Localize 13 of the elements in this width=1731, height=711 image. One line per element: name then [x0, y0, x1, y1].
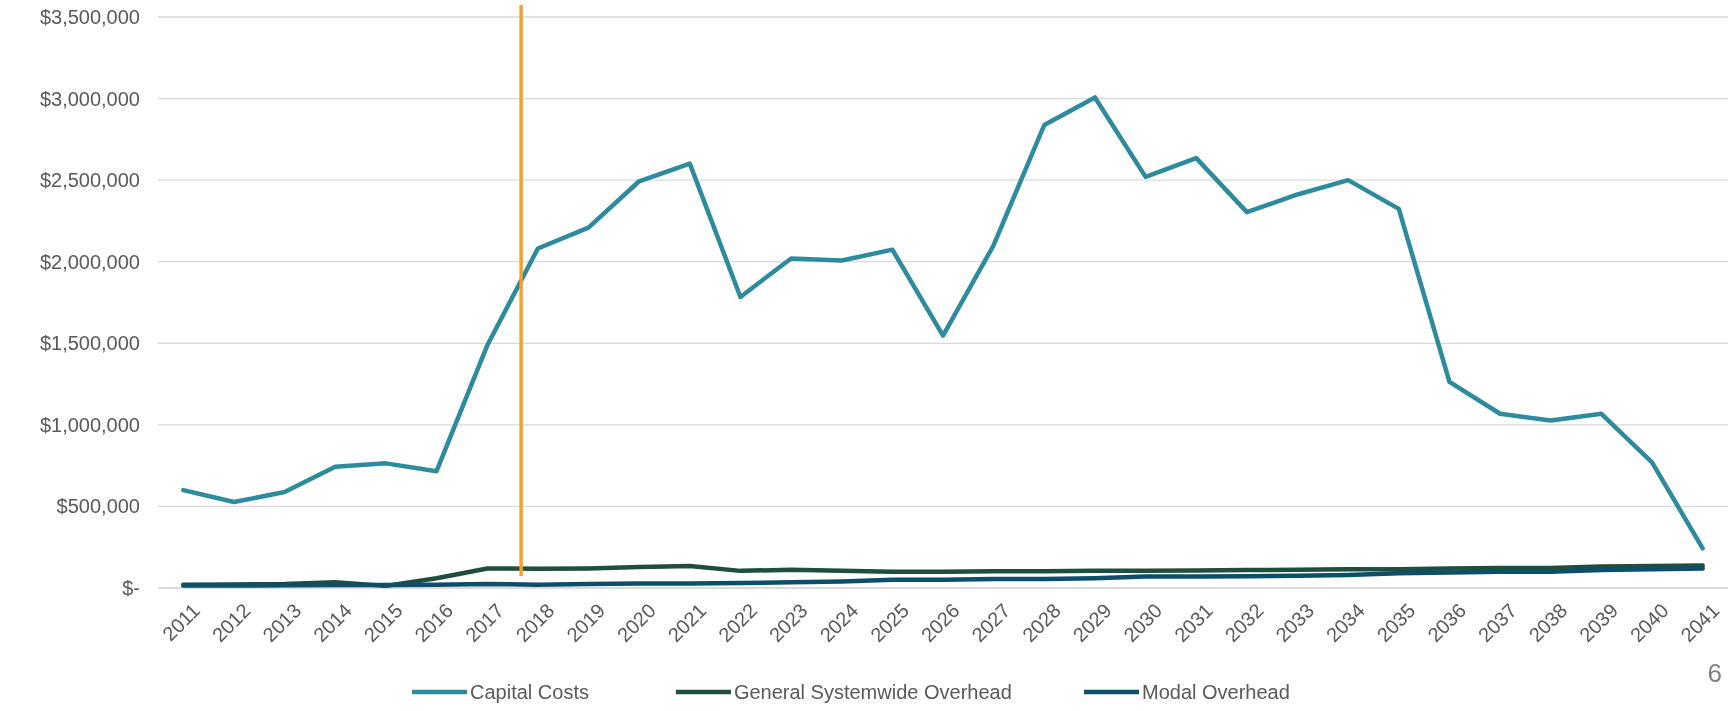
legend-label: Capital Costs: [470, 681, 589, 703]
y-tick-label: $3,500,000: [39, 6, 140, 28]
y-tick-label: $3,000,000: [39, 87, 140, 110]
y-tick-label: $2,000,000: [39, 250, 140, 273]
y-tick-label: $2,500,000: [39, 169, 140, 192]
text: 6: [1707, 658, 1722, 688]
y-tick-label: $500,000: [56, 495, 140, 518]
y-tick-label: $1,000,000: [39, 413, 140, 436]
legend-label: General Systemwide Overhead: [733, 681, 1012, 703]
y-tick-label: $1,500,000: [39, 332, 140, 355]
y-tick-label: $-: [122, 577, 140, 599]
legend-label: Modal Overhead: [1142, 681, 1290, 703]
line-series: [181, 95, 1705, 551]
